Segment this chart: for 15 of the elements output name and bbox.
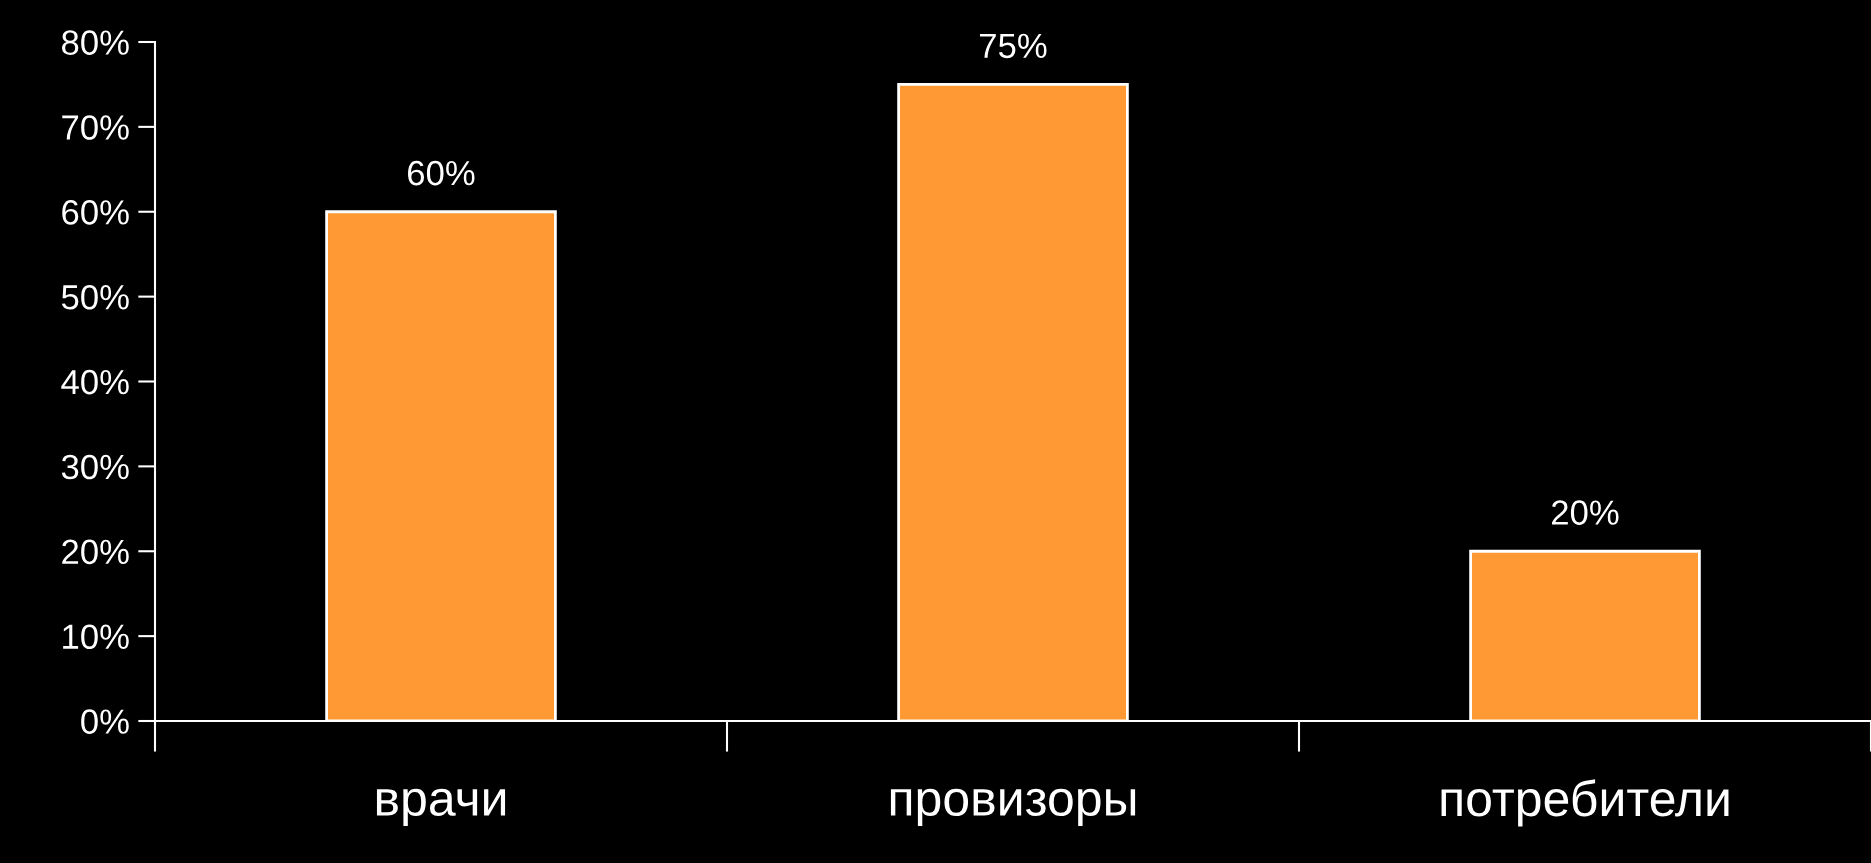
y-tick-label: 60% — [62, 200, 129, 225]
x-tick-label: врачи — [376, 788, 506, 826]
data-label: 60% — [408, 160, 475, 186]
y-tick-label: 40% — [61, 369, 129, 395]
data-label: 75% — [980, 33, 1047, 59]
y-tick-label: 30% — [61, 454, 129, 480]
y-tick-label: 50% — [61, 284, 129, 310]
y-tick-label: 70% — [62, 115, 129, 140]
y-tick-label: 10% — [63, 624, 129, 650]
x-tick-label: потребители — [1441, 779, 1729, 827]
x-tick-label: провизоры — [890, 788, 1136, 826]
y-tick-label: 80% — [62, 30, 129, 55]
data-label: 20% — [1552, 500, 1619, 525]
y-tick-label: 0% — [81, 709, 129, 734]
y-tick-label: 20% — [62, 539, 129, 565]
